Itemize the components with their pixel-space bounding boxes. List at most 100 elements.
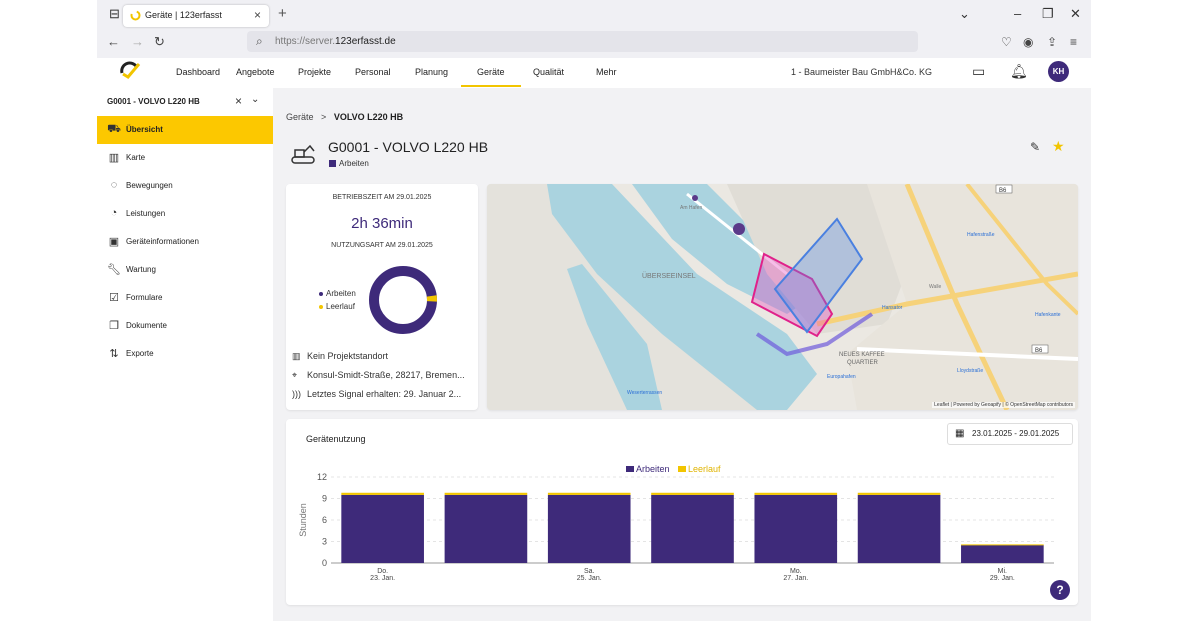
sidebar-item-label: Formulare: [126, 293, 163, 302]
sidebar-item-geraeteinformationen[interactable]: ▣ Geräteinformationen: [97, 228, 273, 256]
bar-arbeiten: [754, 494, 838, 563]
nav-angebote[interactable]: Angebote: [236, 67, 275, 77]
sidebar-item-label: Wartung: [126, 265, 156, 274]
movement-path: [755, 312, 874, 357]
sidebar: G0001 - VOLVO L220 HB × ⌄ ⛟ Übersicht ▥ …: [97, 88, 273, 621]
nav-geraete[interactable]: Geräte: [461, 67, 521, 87]
minimize-icon[interactable]: –: [1014, 6, 1022, 21]
nav-planung[interactable]: Planung: [415, 67, 449, 77]
main-content: Geräte > VOLVO L220 HB G0001 - VOLVO L22…: [273, 88, 1091, 621]
nav-projekte[interactable]: Projekte: [298, 67, 332, 77]
bar-leerlauf: [341, 492, 424, 495]
usage-bar-chart: 0 3 6 9 12 Stunden Arbeiten Leerlauf Do.23. Jan.…: [298, 464, 1054, 582]
x-tick-label: 25. Jan.: [577, 575, 602, 582]
chevron-down-icon[interactable]: ⌄: [251, 94, 260, 105]
sidebar-item-dokumente[interactable]: ❐ Dokumente: [97, 312, 273, 340]
chevron-down-icon[interactable]: ⌄: [959, 6, 970, 21]
chart-icon: ▥: [292, 351, 301, 361]
calendar-icon: ▦: [955, 428, 965, 439]
geofence-pink: [750, 252, 834, 338]
url-text: https://server.123erfasst.de: [275, 36, 396, 47]
map-label-kaffee1: NEUES KAFFEE: [839, 352, 885, 358]
y-tick-label: 9: [322, 494, 327, 504]
bar-leerlauf: [444, 492, 528, 495]
bar-leerlauf: [961, 544, 1044, 546]
edit-icon[interactable]: ✎: [1030, 140, 1041, 154]
excavator-icon: ⛟: [107, 123, 121, 135]
account-icon[interactable]: ◉: [1023, 35, 1034, 49]
map-label-kaffee2: QUARTIER: [847, 360, 879, 366]
close-window-icon[interactable]: ✕: [1070, 6, 1081, 21]
new-tab-icon[interactable]: +: [278, 5, 287, 22]
map-label-walle: Walle: [929, 284, 942, 290]
nav-qualitaet[interactable]: Qualität: [533, 67, 565, 77]
wrench-icon: 🔧︎: [107, 264, 121, 276]
map-label-hafenkante: Hafenkante: [1035, 312, 1061, 318]
company-selector[interactable]: 1 - Baumeister Bau GmbH&Co. KG: [791, 67, 933, 77]
favorite-star-icon[interactable]: ★: [1052, 138, 1065, 154]
sidebar-item-bewegungen[interactable]: ◌ Bewegungen: [97, 172, 273, 200]
sidebar-item-karte[interactable]: ▥ Karte: [97, 144, 273, 172]
address-bar[interactable]: ⌕ https://server.123erfasst.de: [247, 31, 918, 52]
date-range-picker[interactable]: ▦ 23.01.2025 - 29.01.2025: [947, 423, 1073, 445]
y-tick-label: 6: [322, 515, 327, 525]
nav-dashboard[interactable]: Dashboard: [176, 67, 221, 77]
legend-swatch: [678, 466, 686, 472]
sidebar-item-leistungen[interactable]: ◔ Leistungen: [97, 200, 273, 228]
sidebar-item-wartung[interactable]: 🔧︎ Wartung: [97, 256, 273, 284]
search-icon: ⌕: [256, 34, 263, 48]
close-tab-icon[interactable]: ×: [253, 8, 261, 22]
map-label-hansator: Hansator: [882, 305, 903, 311]
y-tick-label: 12: [317, 472, 327, 482]
sidebar-item-label: Bewegungen: [126, 181, 173, 190]
sidebar-item-exporte[interactable]: ⇅ Exporte: [97, 340, 273, 368]
last-signal: ))) Letztes Signal erhalten: 29. Januar 2…: [292, 389, 462, 399]
map-label-europahafen: Europahafen: [827, 374, 856, 380]
sidebar-item-label: Leistungen: [126, 209, 166, 218]
project-location: ▥ Kein Projektstandort: [292, 351, 389, 361]
tab-list-icon[interactable]: ⊟: [109, 6, 120, 21]
bell-icon[interactable]: 🔔︎: [1010, 63, 1028, 79]
x-tick-label: 23. Jan.: [370, 575, 395, 582]
usage-donut-chart: [369, 266, 437, 334]
donut-arbeiten-segment: [369, 266, 437, 334]
chat-icon[interactable]: ▭: [972, 63, 986, 79]
bar-arbeiten: [857, 494, 941, 563]
map-label-weserterrassen: Weserterrassen: [627, 390, 662, 396]
restore-icon[interactable]: ❐: [1042, 6, 1054, 21]
menu-icon[interactable]: ≡: [1070, 35, 1078, 49]
bar-leerlauf: [857, 492, 941, 495]
x-tick-label: 27. Jan.: [783, 575, 808, 582]
nav-personal[interactable]: Personal: [355, 67, 391, 77]
app-logo[interactable]: [117, 60, 143, 80]
usage-title: Gerätenutzung: [306, 434, 366, 444]
forward-icon[interactable]: →: [131, 34, 144, 49]
help-button[interactable]: ?: [1050, 580, 1070, 600]
back-icon[interactable]: ←: [107, 34, 120, 49]
browser-tab[interactable]: Geräte | 123erfasst ×: [123, 5, 269, 27]
map-label-ueberseeinsel: ÜBERSEEINSEL: [642, 272, 696, 280]
reload-icon[interactable]: ↻: [154, 34, 165, 49]
nav-mehr[interactable]: Mehr: [596, 67, 617, 77]
sidebar-item-formulare[interactable]: ☑ Formulare: [97, 284, 273, 312]
breadcrumb-link-geraete[interactable]: Geräte: [286, 112, 314, 122]
documents-icon: ❐: [109, 320, 119, 332]
extensions-icon[interactable]: ⇪: [1047, 35, 1058, 49]
tab-bar: ⊟ Geräte | 123erfasst × + ⌄ – ❐ ✕: [97, 0, 1091, 30]
device-info-card: BETRIEBSZEIT AM 29.01.2025 2h 36min NUTZ…: [286, 184, 478, 410]
sidebar-item-label: Übersicht: [126, 125, 163, 134]
status-badge: Arbeiten: [329, 159, 369, 168]
x-tick-label: Mo.: [790, 568, 802, 575]
pocket-icon[interactable]: ♡: [1001, 35, 1012, 49]
map-attribution[interactable]: Leaflet | Powered by Geoapify | © OpenSt…: [932, 402, 1075, 408]
page-title: G0001 - VOLVO L220 HB: [328, 139, 489, 155]
x-tick-label: Mi.: [998, 568, 1007, 575]
close-icon[interactable]: ×: [235, 94, 243, 108]
geofence-blue: [773, 217, 864, 334]
map-label-amhafen: Am Hafen: [680, 205, 702, 211]
map-canvas[interactable]: ÜBERSEEINSEL NEUES KAFFEE QUARTIER B6 B6…: [487, 184, 1078, 410]
sidebar-item-uebersicht[interactable]: ⛟ Übersicht: [97, 116, 273, 144]
device-map[interactable]: ÜBERSEEINSEL NEUES KAFFEE QUARTIER B6 B6…: [487, 184, 1078, 410]
bar-arbeiten: [444, 494, 528, 563]
user-avatar[interactable]: KH: [1048, 61, 1069, 82]
